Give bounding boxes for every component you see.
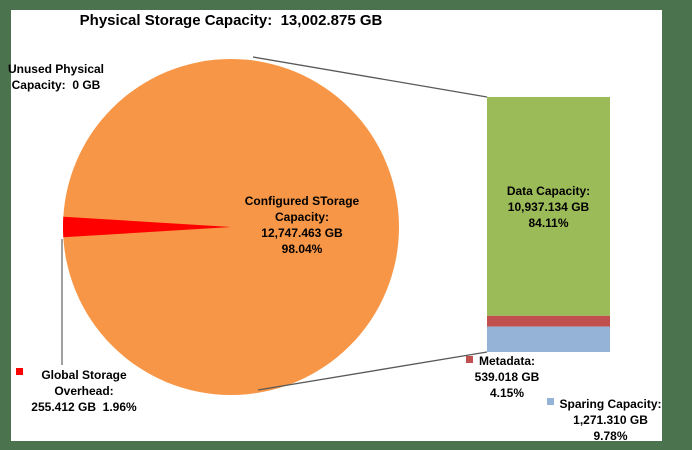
overhead-marker-square	[16, 368, 23, 375]
bar-segment-sparing-capacity	[487, 326, 610, 352]
label-unused-physical-capacity: Unused Physical Capacity: 0 GB	[0, 61, 112, 93]
pie-slice-global-storage-overhead	[62, 216, 232, 238]
connector-line-bottom	[257, 351, 488, 391]
label-line: 539.018 GB	[474, 370, 540, 384]
label-line: Global Storage	[41, 368, 127, 382]
chart-title: Physical Storage Capacity: 13,002.875 GB	[79, 12, 383, 29]
metadata-marker-square	[466, 356, 473, 363]
label-line: 12,747.463 GB	[261, 226, 343, 240]
bar-segment-data-capacity	[487, 97, 610, 316]
sparing-legend-marker-icon	[547, 398, 554, 405]
label-line: 9.78%	[593, 429, 628, 443]
overhead-legend-marker-icon	[16, 368, 23, 375]
sparing-marker-square	[547, 398, 554, 405]
bar-segment-metadata	[487, 315, 610, 327]
label-line: Metadata:	[478, 354, 535, 368]
label-global-storage-overhead: Global Storage Overhead: 255.412 GB 1.96…	[14, 367, 154, 415]
label-line: 84.11%	[528, 216, 569, 230]
label-line: Data Capacity:	[506, 184, 591, 198]
label-line: Sparing Capacity:	[559, 397, 662, 411]
metadata-legend-marker-icon	[466, 356, 473, 363]
label-configured-storage-capacity: Configured STorage Capacity: 12,747.463 …	[227, 193, 377, 257]
label-line: 4.15%	[489, 386, 525, 400]
label-metadata: Metadata: 539.018 GB 4.15%	[449, 353, 565, 401]
label-line: Configured STorage	[244, 194, 360, 208]
connector-line-top	[252, 56, 488, 98]
label-line: Capacity:	[274, 210, 330, 224]
label-line: Capacity: 0 GB	[11, 78, 101, 92]
label-line: 255.412 GB 1.96%	[31, 400, 137, 414]
label-line: 10,937.134 GB	[507, 200, 590, 214]
label-line: Overhead:	[54, 384, 114, 398]
label-sparing-capacity: Sparing Capacity: 1,271.310 GB 9.78%	[538, 396, 683, 444]
label-data-capacity: Data Capacity: 10,937.134 GB 84.11%	[487, 183, 610, 231]
label-line: 98.04%	[281, 242, 323, 256]
label-line: Unused Physical	[7, 62, 105, 76]
label-line: 1,271.310 GB	[573, 413, 648, 427]
